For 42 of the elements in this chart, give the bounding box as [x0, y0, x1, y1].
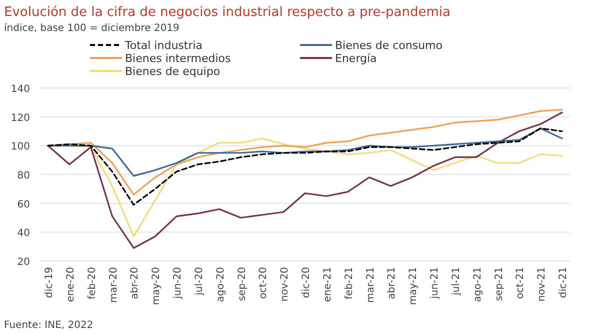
x-tick-label: oct-21: [515, 267, 526, 299]
y-tick-label: 100: [10, 142, 30, 153]
x-tick-label: nov-21: [536, 267, 548, 302]
line-series: [47, 112, 563, 249]
x-tick-label: sep-21: [494, 267, 505, 302]
x-tick-label: may-20: [151, 267, 162, 305]
y-tick-label: 80: [17, 170, 30, 182]
source-note: Fuente: INE, 2022: [4, 320, 94, 331]
x-tick-label: dic-20: [301, 267, 312, 298]
x-tick-label: mar-21: [365, 267, 376, 303]
y-tick-label: 120: [10, 112, 30, 124]
x-tick-label: feb-21: [344, 267, 355, 300]
x-tick-label: ago-21: [472, 267, 484, 302]
legend-label: Bienes de equipo: [125, 65, 220, 78]
y-tick-label: 140: [10, 84, 30, 95]
legend-label: Bienes de consumo: [335, 39, 443, 52]
x-tick-label: abr-20: [130, 267, 141, 300]
chart-subtitle: índice, base 100 = diciembre 2019: [4, 23, 180, 34]
legend-label: Energía: [335, 52, 377, 65]
y-tick-label: 40: [17, 228, 30, 240]
x-tick-label: dic-19: [44, 267, 55, 298]
x-tick-label: ago-20: [215, 267, 226, 302]
x-tick-label: jun-21: [430, 267, 440, 300]
x-tick-label: sep-20: [236, 267, 248, 302]
x-tick-label: ene-20: [65, 267, 76, 302]
x-tick-label: dic-21: [558, 267, 569, 298]
x-tick-label: jul-21: [450, 267, 462, 296]
x-tick-label: nov-20: [280, 267, 291, 302]
x-tick-label: may-21: [408, 267, 420, 305]
y-tick-label: 60: [17, 199, 30, 210]
y-tick-label: 20: [17, 257, 30, 268]
x-tick-label: ene-21: [322, 267, 334, 302]
line-series: [47, 128, 563, 206]
x-tick-label: feb-20: [86, 267, 98, 300]
chart-title: Evolución de la cifra de negocios industrial respecto a pre-pandemia: [4, 5, 450, 20]
x-tick-label: jun-20: [172, 267, 184, 300]
x-tick-label: abr-21: [386, 267, 398, 300]
x-tick-label: jul-20: [194, 267, 205, 296]
legend-label: Total industria: [124, 39, 203, 52]
x-tick-label: oct-20: [258, 267, 270, 299]
legend-label: Bienes intermedios: [125, 52, 232, 65]
x-tick-label: mar-20: [108, 267, 120, 303]
